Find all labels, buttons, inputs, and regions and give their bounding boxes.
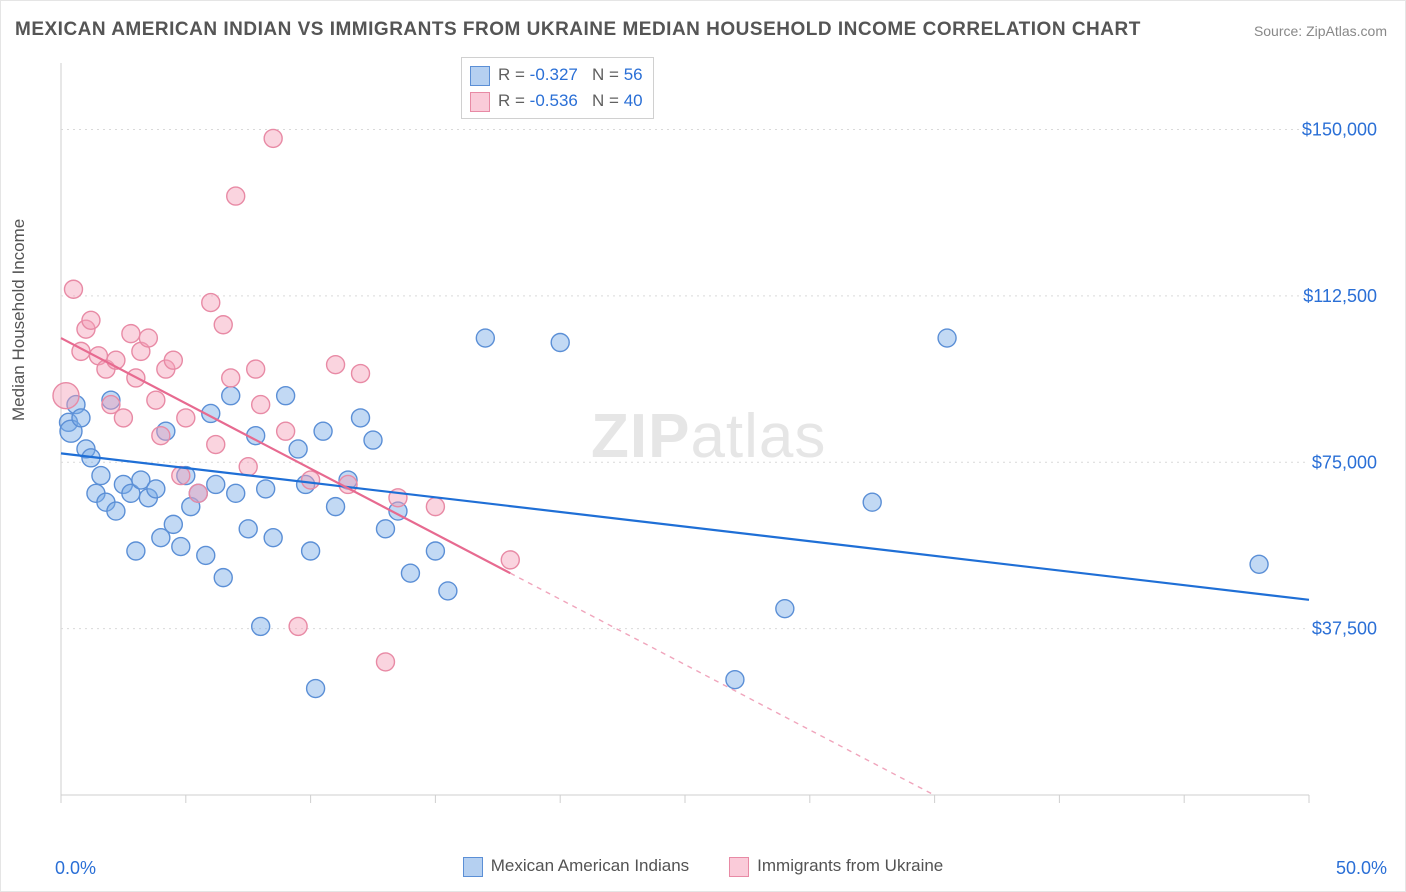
data-point (107, 502, 125, 520)
data-point (302, 542, 320, 560)
source-credit: Source: ZipAtlas.com (1254, 23, 1387, 39)
data-point (92, 467, 110, 485)
data-point (289, 617, 307, 635)
series-legend: Mexican American Indians Immigrants from … (1, 856, 1405, 877)
source-label: Source: (1254, 23, 1306, 39)
data-point (476, 329, 494, 347)
svg-text:$37,500: $37,500 (1312, 619, 1377, 639)
data-point (327, 498, 345, 516)
n-value: 40 (624, 91, 643, 110)
chart-container: MEXICAN AMERICAN INDIAN VS IMMIGRANTS FR… (0, 0, 1406, 892)
data-point (227, 484, 245, 502)
data-point (197, 546, 215, 564)
legend-swatch (463, 857, 483, 877)
stats-legend-row: R = -0.327 N = 56 (470, 62, 643, 88)
data-point (189, 484, 207, 502)
data-point (302, 471, 320, 489)
data-point (214, 316, 232, 334)
r-value: -0.327 (530, 65, 578, 84)
data-point (252, 617, 270, 635)
data-point (376, 653, 394, 671)
legend-item: Immigrants from Ukraine (729, 856, 943, 877)
data-point (72, 409, 90, 427)
data-point (863, 493, 881, 511)
scatter-plot: $37,500 $75,000 $112,500 $150,000 (51, 59, 1389, 829)
source-link[interactable]: ZipAtlas.com (1306, 23, 1387, 39)
data-point (214, 569, 232, 587)
data-point (551, 333, 569, 351)
data-point (257, 480, 275, 498)
data-point (352, 365, 370, 383)
data-point (139, 329, 157, 347)
data-point (82, 311, 100, 329)
data-point (289, 440, 307, 458)
data-point (501, 551, 519, 569)
data-point (401, 564, 419, 582)
data-point (239, 520, 257, 538)
data-point (122, 325, 140, 343)
data-point (239, 458, 257, 476)
svg-text:$150,000: $150,000 (1302, 120, 1377, 140)
trend-line-extrapolated (510, 573, 934, 795)
legend-item: Mexican American Indians (463, 856, 689, 877)
data-point (776, 600, 794, 618)
n-label: N = (592, 65, 624, 84)
data-point (277, 387, 295, 405)
data-point (53, 383, 79, 409)
data-point (164, 351, 182, 369)
r-value: -0.536 (530, 91, 578, 110)
data-point (264, 529, 282, 547)
legend-label: Mexican American Indians (491, 856, 689, 875)
data-point (164, 515, 182, 533)
data-point (426, 498, 444, 516)
n-label: N = (592, 91, 624, 110)
chart-title: MEXICAN AMERICAN INDIAN VS IMMIGRANTS FR… (15, 19, 1141, 41)
data-point (352, 409, 370, 427)
r-label: R = (498, 65, 530, 84)
stats-legend-row: R = -0.536 N = 40 (470, 88, 643, 114)
data-point (222, 369, 240, 387)
trend-line (61, 338, 510, 573)
data-point (1250, 555, 1268, 573)
data-point (938, 329, 956, 347)
data-point (426, 542, 444, 560)
data-point (207, 436, 225, 454)
data-point (227, 187, 245, 205)
data-point (277, 422, 295, 440)
legend-swatch (729, 857, 749, 877)
legend-swatch (470, 92, 490, 112)
data-point (147, 480, 165, 498)
data-point (376, 520, 394, 538)
legend-swatch (470, 66, 490, 86)
data-point (307, 680, 325, 698)
data-point (327, 356, 345, 374)
stats-legend: R = -0.327 N = 56R = -0.536 N = 40 (461, 57, 654, 119)
data-point (127, 542, 145, 560)
data-point (64, 280, 82, 298)
n-value: 56 (624, 65, 643, 84)
legend-label: Immigrants from Ukraine (757, 856, 943, 875)
svg-text:$112,500: $112,500 (1303, 286, 1377, 306)
data-point (207, 475, 225, 493)
data-point (114, 409, 132, 427)
data-point (314, 422, 332, 440)
r-label: R = (498, 91, 530, 110)
data-point (364, 431, 382, 449)
data-point (202, 294, 220, 312)
data-point (264, 129, 282, 147)
data-point (152, 427, 170, 445)
data-point (147, 391, 165, 409)
data-point (172, 538, 190, 556)
data-point (726, 671, 744, 689)
data-point (222, 387, 240, 405)
data-point (247, 360, 265, 378)
data-point (177, 409, 195, 427)
y-axis-label: Median Household Income (9, 219, 29, 421)
data-point (439, 582, 457, 600)
data-point (252, 396, 270, 414)
svg-text:$75,000: $75,000 (1312, 452, 1377, 472)
